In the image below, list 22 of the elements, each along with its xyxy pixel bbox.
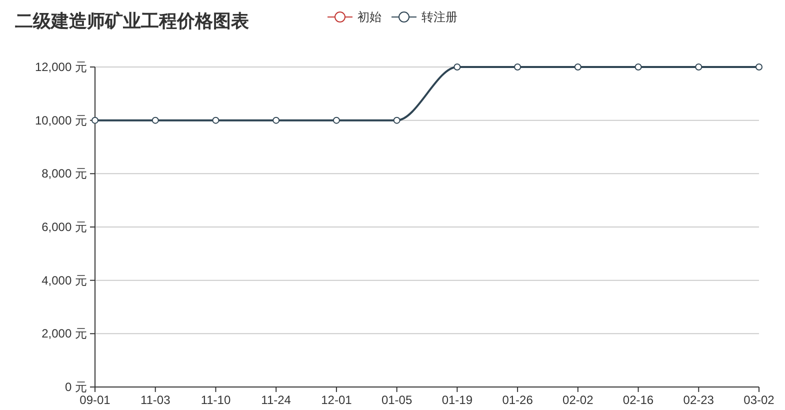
x-tick-label: 09-01	[80, 393, 111, 407]
x-tick-label: 01-26	[502, 393, 534, 407]
x-tick-label: 02-02	[562, 393, 594, 407]
y-tick-label: 10,000 元	[34, 113, 87, 128]
y-tick-label: 12,000 元	[34, 60, 87, 74]
legend-label: 转注册	[422, 10, 458, 24]
legend-label: 初始	[358, 10, 382, 24]
y-tick-label: 6,000 元	[42, 220, 87, 234]
x-tick-label: 01-05	[381, 393, 412, 407]
x-tick-label: 02-16	[622, 393, 654, 407]
x-tick-label: 12-01	[321, 393, 352, 407]
x-tick-label: 11-24	[261, 393, 292, 407]
x-tick-label: 11-03	[140, 393, 171, 407]
y-tick-label: 4,000 元	[42, 273, 87, 288]
x-tick-label: 11-10	[200, 393, 231, 407]
x-tick-label: 03-02	[744, 393, 775, 407]
y-tick-label: 2,000 元	[42, 326, 87, 341]
x-tick-label: 02-23	[683, 393, 714, 407]
y-tick-label: 0 元	[64, 380, 87, 394]
y-tick-label: 8,000 元	[42, 166, 87, 181]
x-tick-label: 01-19	[442, 393, 473, 407]
chart-title: 二级建造师矿业工程价格图表	[15, 11, 249, 31]
